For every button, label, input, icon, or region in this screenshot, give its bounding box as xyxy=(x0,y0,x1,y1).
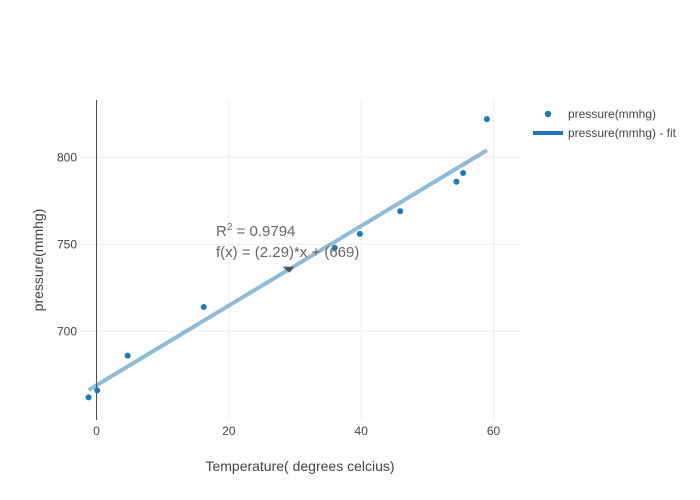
data-point xyxy=(460,170,467,177)
legend-label-markers: pressure(mmhg) xyxy=(568,107,656,121)
x-tick-label: 40 xyxy=(355,424,369,438)
data-point xyxy=(85,394,92,401)
x-tick-label: 60 xyxy=(487,424,501,438)
y-tick-label: 700 xyxy=(57,324,77,338)
x-tick-label: 20 xyxy=(222,424,236,438)
annotation-arrowhead xyxy=(282,266,295,273)
data-point xyxy=(124,352,131,359)
legend-item-markers[interactable]: pressure(mmhg) xyxy=(544,107,656,121)
legend-marker-symbol xyxy=(544,110,552,118)
y-axis-title: pressure(mmhg) xyxy=(30,209,46,312)
data-point xyxy=(200,303,207,310)
x-axis-title: Temperature( degrees celcius) xyxy=(205,458,394,474)
x-tick-label: 0 xyxy=(93,424,100,438)
y-tick-label: 800 xyxy=(57,150,77,164)
data-point xyxy=(94,387,101,394)
axes: 0 20 40 60 700 750 800 xyxy=(57,100,501,438)
legend-item-fit[interactable]: pressure(mmhg) - fit xyxy=(533,126,677,140)
r2-base: R xyxy=(216,223,227,240)
data-point xyxy=(331,244,338,251)
data-point xyxy=(356,230,363,237)
legend-label-fit: pressure(mmhg) - fit xyxy=(568,126,677,140)
data-point xyxy=(453,178,460,185)
annotation: R2 = 0.9794 f(x) = (2.29)*x + (669) xyxy=(216,222,359,273)
fit-equation-annotation: f(x) = (2.29)*x + (669) xyxy=(216,244,359,261)
legend[interactable]: pressure(mmhg) pressure(mmhg) - fit xyxy=(533,107,677,140)
r2-superscript: 2 xyxy=(227,222,233,233)
data-point xyxy=(397,208,404,215)
y-tick-label: 750 xyxy=(57,237,77,251)
r2-value: = 0.9794 xyxy=(232,223,295,240)
grid xyxy=(80,100,520,420)
r2-annotation: R2 = 0.9794 xyxy=(216,222,295,240)
data-point xyxy=(483,116,490,123)
